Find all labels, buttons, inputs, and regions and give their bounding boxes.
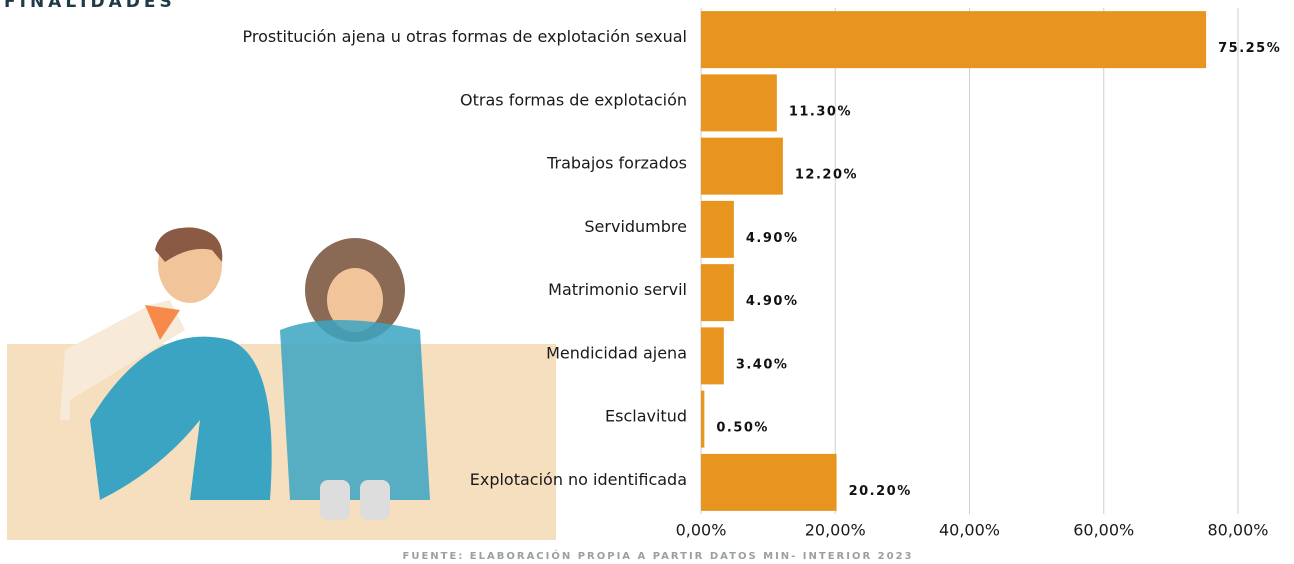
value-label: 11.30% (789, 104, 852, 119)
source: FUENTE: ELABORACIÓN PROPIA A PARTIR DATO… (403, 549, 914, 562)
category-label: Explotación no identificada (470, 470, 687, 489)
bar (701, 390, 705, 448)
bar (701, 137, 783, 195)
value-label: 20.20% (849, 484, 912, 499)
bar (701, 327, 724, 385)
x-tick-label: 40,00% (939, 521, 1000, 540)
category-label: Servidumbre (584, 217, 687, 236)
value-label: 4.90% (746, 231, 799, 246)
bar (701, 74, 777, 132)
category-label: Esclavitud (605, 407, 687, 426)
category-label: Prostitución ajena u otras formas de exp… (243, 27, 687, 46)
x-tick-label: 20,00% (805, 521, 866, 540)
category-label: Matrimonio servil (548, 280, 687, 299)
value-label: 0.50% (716, 421, 769, 436)
value-label: 3.40% (736, 357, 789, 372)
category-label: Otras formas de explotación (460, 90, 687, 109)
bar (701, 200, 734, 258)
category-label: Trabajos forzados (546, 154, 687, 173)
chart-title: FINALIDADES (4, 0, 176, 12)
category-label: Mendicidad ajena (546, 343, 687, 362)
x-tick-label: 0,00% (676, 521, 727, 540)
x-tick-label: 80,00% (1207, 521, 1268, 540)
illustration (7, 227, 556, 540)
value-label: 12.20% (795, 168, 858, 183)
bar (701, 264, 734, 322)
x-tick-label: 60,00% (1073, 521, 1134, 540)
bar (701, 453, 837, 511)
value-label: 4.90% (746, 294, 799, 309)
bar (701, 11, 1207, 69)
value-label: 75.25% (1218, 41, 1281, 56)
